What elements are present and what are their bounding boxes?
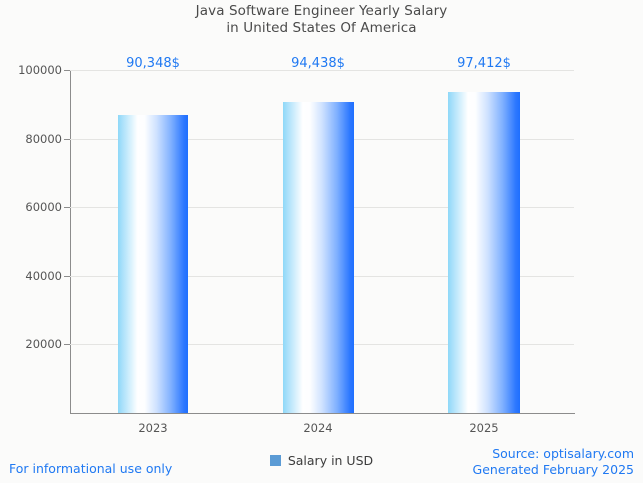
plot-area — [64, 70, 574, 413]
legend-swatch-icon — [269, 455, 281, 466]
legend-label-salary-in-usd: Salary in USD — [287, 453, 374, 468]
bar-2023[interactable] — [118, 115, 188, 413]
y-tick-label-20000: 20000 — [25, 337, 62, 352]
x-tick-label-2024: 2024 — [303, 421, 333, 435]
bar-2024[interactable] — [283, 101, 354, 413]
disclaimer-text: For informational use only — [9, 461, 173, 476]
generated-text: Generated February 2025 — [472, 462, 634, 477]
source-text: Source: optisalary.com — [492, 446, 634, 461]
bar-2025[interactable] — [448, 91, 520, 413]
y-tick-label-40000: 40000 — [25, 268, 62, 283]
chart-title-line-1: Java Software Engineer Yearly Salary — [195, 3, 448, 19]
bar-value-label-2024: 94,438$ — [291, 56, 345, 71]
x-axis-line — [70, 413, 575, 414]
tick-mark-80000 — [64, 138, 70, 140]
source-block: Source: optisalary.com Generated Februar… — [473, 446, 634, 478]
bar-value-label-2025: 97,412$ — [457, 56, 511, 71]
tick-mark-20000 — [64, 344, 70, 346]
y-tick-label-80000: 80000 — [25, 131, 62, 146]
chart-title: Java Software Engineer Yearly Salary in … — [0, 3, 643, 37]
x-tick-label-2025: 2025 — [469, 421, 499, 435]
y-tick-label-100000: 100000 — [18, 63, 62, 77]
bar-value-label-2023: 90,348$ — [126, 56, 180, 71]
tick-mark-100000 — [64, 70, 70, 71]
x-tick-label-2023: 2023 — [138, 421, 168, 435]
y-axis-labels: 100000 80000 60000 40000 20000 — [0, 63, 62, 413]
tick-mark-60000 — [64, 207, 70, 209]
chart-legend: Salary in USD — [0, 453, 643, 468]
y-axis-line — [70, 70, 71, 414]
y-tick-label-60000: 60000 — [25, 200, 62, 215]
tick-mark-40000 — [64, 275, 70, 277]
gridline-100000 — [64, 70, 574, 71]
chart-title-line-2: in United States Of America — [226, 20, 417, 36]
